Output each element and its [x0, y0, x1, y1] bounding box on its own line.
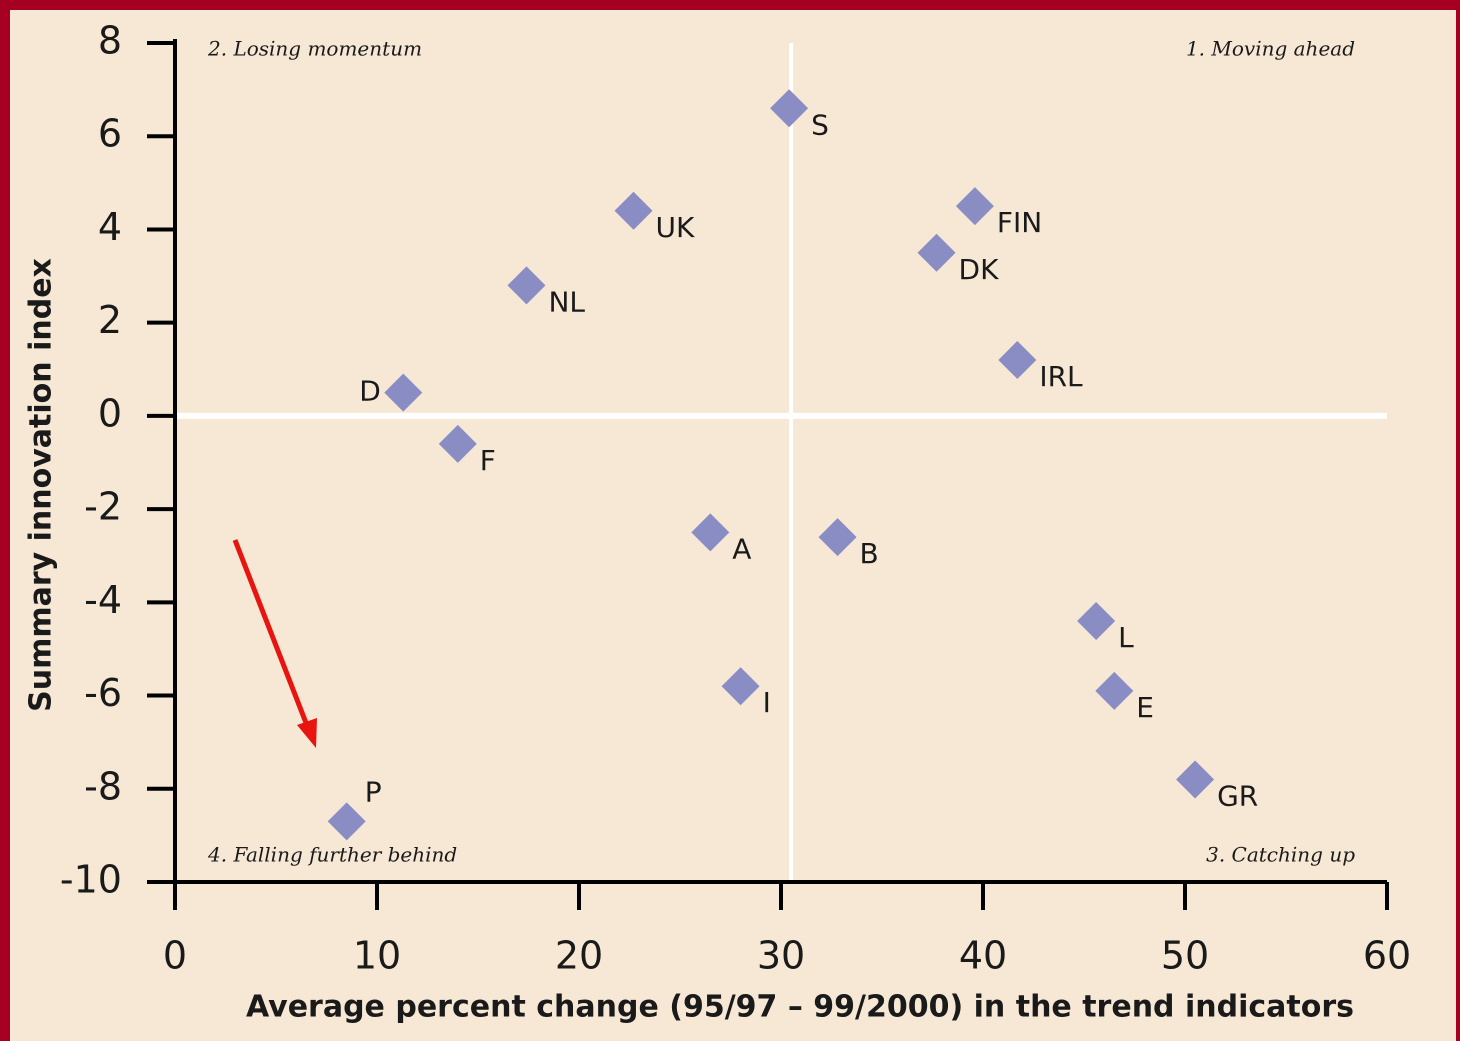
y-tick-label: 0	[98, 391, 122, 435]
data-point	[1095, 671, 1134, 710]
x-tick-label: 20	[555, 934, 603, 978]
point-label: F	[480, 444, 496, 477]
x-tick-label: 30	[757, 934, 805, 978]
y-tick-label: 6	[98, 112, 122, 156]
point-label: E	[1136, 691, 1154, 724]
data-point	[691, 513, 730, 552]
quadrant-label: 1. Moving ahead	[1186, 37, 1355, 61]
quadrant-label: 2. Losing momentum	[207, 37, 422, 61]
data-point	[327, 802, 366, 841]
quadrant-label: 3. Catching up	[1206, 843, 1355, 867]
y-tick-label: 4	[98, 205, 122, 249]
data-point	[1176, 760, 1215, 799]
x-tick-label: 10	[353, 934, 401, 978]
y-axis-title: Summary innovation index	[24, 258, 59, 712]
data-point	[1077, 601, 1116, 640]
y-tick-label: -10	[60, 858, 122, 902]
point-label: UK	[656, 211, 695, 244]
plot-background	[10, 10, 1456, 1041]
y-tick-label: -6	[84, 671, 122, 715]
point-label: B	[860, 537, 879, 570]
x-tick-label: 0	[163, 934, 187, 978]
point-label: I	[763, 686, 771, 719]
data-point	[770, 89, 809, 128]
point-label: P	[365, 775, 382, 808]
y-tick-label: 2	[98, 298, 122, 342]
x-tick-label: 60	[1363, 934, 1411, 978]
quadrant-label: 4. Falling further behind	[207, 843, 457, 867]
x-tick-label: 50	[1161, 934, 1209, 978]
data-point	[384, 373, 423, 412]
data-point	[721, 667, 760, 706]
point-label: FIN	[997, 206, 1042, 239]
data-point	[998, 340, 1037, 379]
data-point	[507, 266, 546, 305]
point-label: D	[359, 375, 381, 408]
data-point	[818, 518, 857, 557]
y-tick-label: 8	[98, 19, 122, 63]
red-arrow	[232, 539, 317, 748]
data-point	[917, 233, 956, 272]
point-label: DK	[959, 253, 1000, 286]
y-tick-label: -2	[84, 485, 122, 529]
y-tick-label: -8	[84, 764, 122, 808]
x-tick-label: 40	[959, 934, 1007, 978]
point-label: NL	[548, 285, 585, 318]
y-tick-label: -4	[84, 578, 122, 622]
point-label: S	[811, 108, 829, 141]
point-label: GR	[1217, 779, 1258, 812]
point-label: A	[732, 532, 751, 565]
data-point	[614, 191, 653, 230]
data-point	[438, 424, 477, 463]
x-axis-title: Average percent change (95/97 – 99/2000)…	[246, 990, 1354, 1025]
point-label: L	[1118, 621, 1134, 654]
point-label: IRL	[1039, 360, 1083, 393]
data-point	[955, 187, 994, 226]
